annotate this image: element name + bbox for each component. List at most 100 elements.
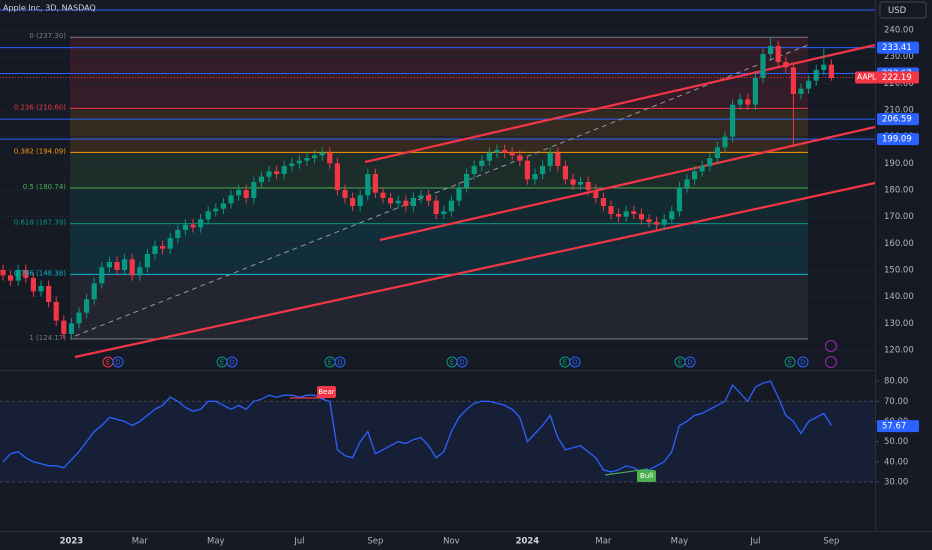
candle-body [593, 190, 599, 198]
rsi-last-box [877, 420, 919, 433]
candle-body [205, 211, 211, 220]
candle-body [760, 54, 766, 78]
event-icon [797, 356, 809, 368]
event-label: D [800, 359, 805, 367]
candle-body [418, 195, 424, 198]
candle-body [813, 70, 819, 81]
candle-body [30, 278, 36, 292]
candle-body [517, 155, 523, 161]
candle-body [99, 267, 105, 284]
candle-body [608, 206, 614, 214]
candle-body [266, 171, 272, 177]
x-tick-label: Nov [443, 537, 460, 547]
candle-body [380, 192, 386, 198]
candle-body [281, 166, 287, 174]
add-icon[interactable] [825, 356, 837, 368]
candles [0, 37, 834, 340]
fib-label: 0.618 (167.39) [14, 219, 66, 227]
candle-body [372, 174, 378, 193]
currency-box[interactable] [879, 1, 927, 19]
candle-body [775, 46, 781, 62]
candle-body [258, 176, 264, 182]
candle-body [464, 174, 470, 188]
rsi-tick-label: 30.00 [884, 477, 908, 487]
candle-body [479, 160, 485, 166]
candle-body [160, 246, 166, 249]
fib-band [70, 37, 808, 109]
y-tick-label: 130.00 [884, 319, 914, 329]
channel-top [364, 43, 876, 164]
candle-body [403, 200, 409, 206]
fib-label: 1 (124.17) [29, 334, 66, 342]
candle-body [623, 211, 629, 217]
event-label: D [115, 359, 120, 367]
event-icon [569, 356, 581, 368]
x-tick-label: May [207, 537, 225, 547]
fib-fills [70, 37, 808, 339]
symbol: AAPL [857, 72, 877, 81]
alert-icon[interactable] [825, 340, 837, 352]
candle-body [182, 224, 188, 230]
candle-body [144, 254, 150, 268]
candle-body [243, 190, 249, 198]
event-label: D [459, 359, 464, 367]
candle-body [509, 152, 515, 156]
candle-body [524, 160, 530, 180]
rsi-tick-label: 50.00 [884, 437, 908, 447]
candle-body [0, 270, 6, 276]
candle-body [798, 88, 804, 94]
event-label: E [450, 359, 454, 367]
event-label: E [788, 359, 792, 367]
level-label: 206.59 [882, 115, 912, 125]
candle-body [350, 198, 356, 206]
x-tick-label: Jul [293, 537, 304, 547]
x-tick-label: Sep [367, 537, 383, 547]
candle-body [114, 262, 120, 270]
candle-body [471, 166, 477, 174]
candle-body [654, 222, 660, 225]
rsi-tick-label: 80.00 [884, 377, 908, 387]
rsi-tick-label: 40.00 [884, 457, 908, 467]
candle-body [540, 166, 546, 174]
candle-body [646, 219, 652, 222]
candle-body [304, 158, 310, 161]
candle-body [494, 150, 500, 153]
y-tick-label: 210.00 [884, 106, 914, 116]
candle-body [806, 80, 812, 89]
fib-band [70, 223, 808, 275]
x-tick-label: Mar [132, 537, 149, 547]
level-label-box [877, 113, 919, 126]
y-tick-label: 140.00 [884, 292, 914, 302]
candle-body [91, 283, 97, 300]
candle-body [676, 187, 682, 212]
candle-body [692, 171, 698, 180]
y-tick-label: 120.00 [884, 346, 914, 356]
candle-body [448, 200, 454, 212]
candle-body [213, 208, 219, 212]
channel-bottom [74, 181, 876, 359]
candle-body [661, 219, 667, 225]
candle-body [23, 270, 29, 278]
fib-label: 0.5 (180.74) [23, 183, 67, 191]
event-label: D [229, 359, 234, 367]
y-tick-label: 230.00 [884, 52, 914, 62]
y-tick-label: 180.00 [884, 186, 914, 196]
candle-body [319, 152, 325, 156]
candle-body [585, 182, 591, 190]
event-icon [112, 356, 124, 368]
candle-body [722, 136, 728, 148]
candle-body [342, 190, 348, 198]
channel-middle [379, 125, 876, 242]
chart-title: Apple Inc, 3D, NASDAQ [3, 4, 96, 13]
candle-body [167, 238, 173, 249]
candle-body [175, 230, 181, 238]
candle-body [547, 152, 553, 166]
candle-body [570, 179, 576, 185]
candle-body [152, 246, 158, 254]
fib-trend-line [74, 44, 809, 337]
candle-body [441, 211, 447, 214]
candle-body [198, 219, 204, 228]
event-label: E [563, 359, 567, 367]
